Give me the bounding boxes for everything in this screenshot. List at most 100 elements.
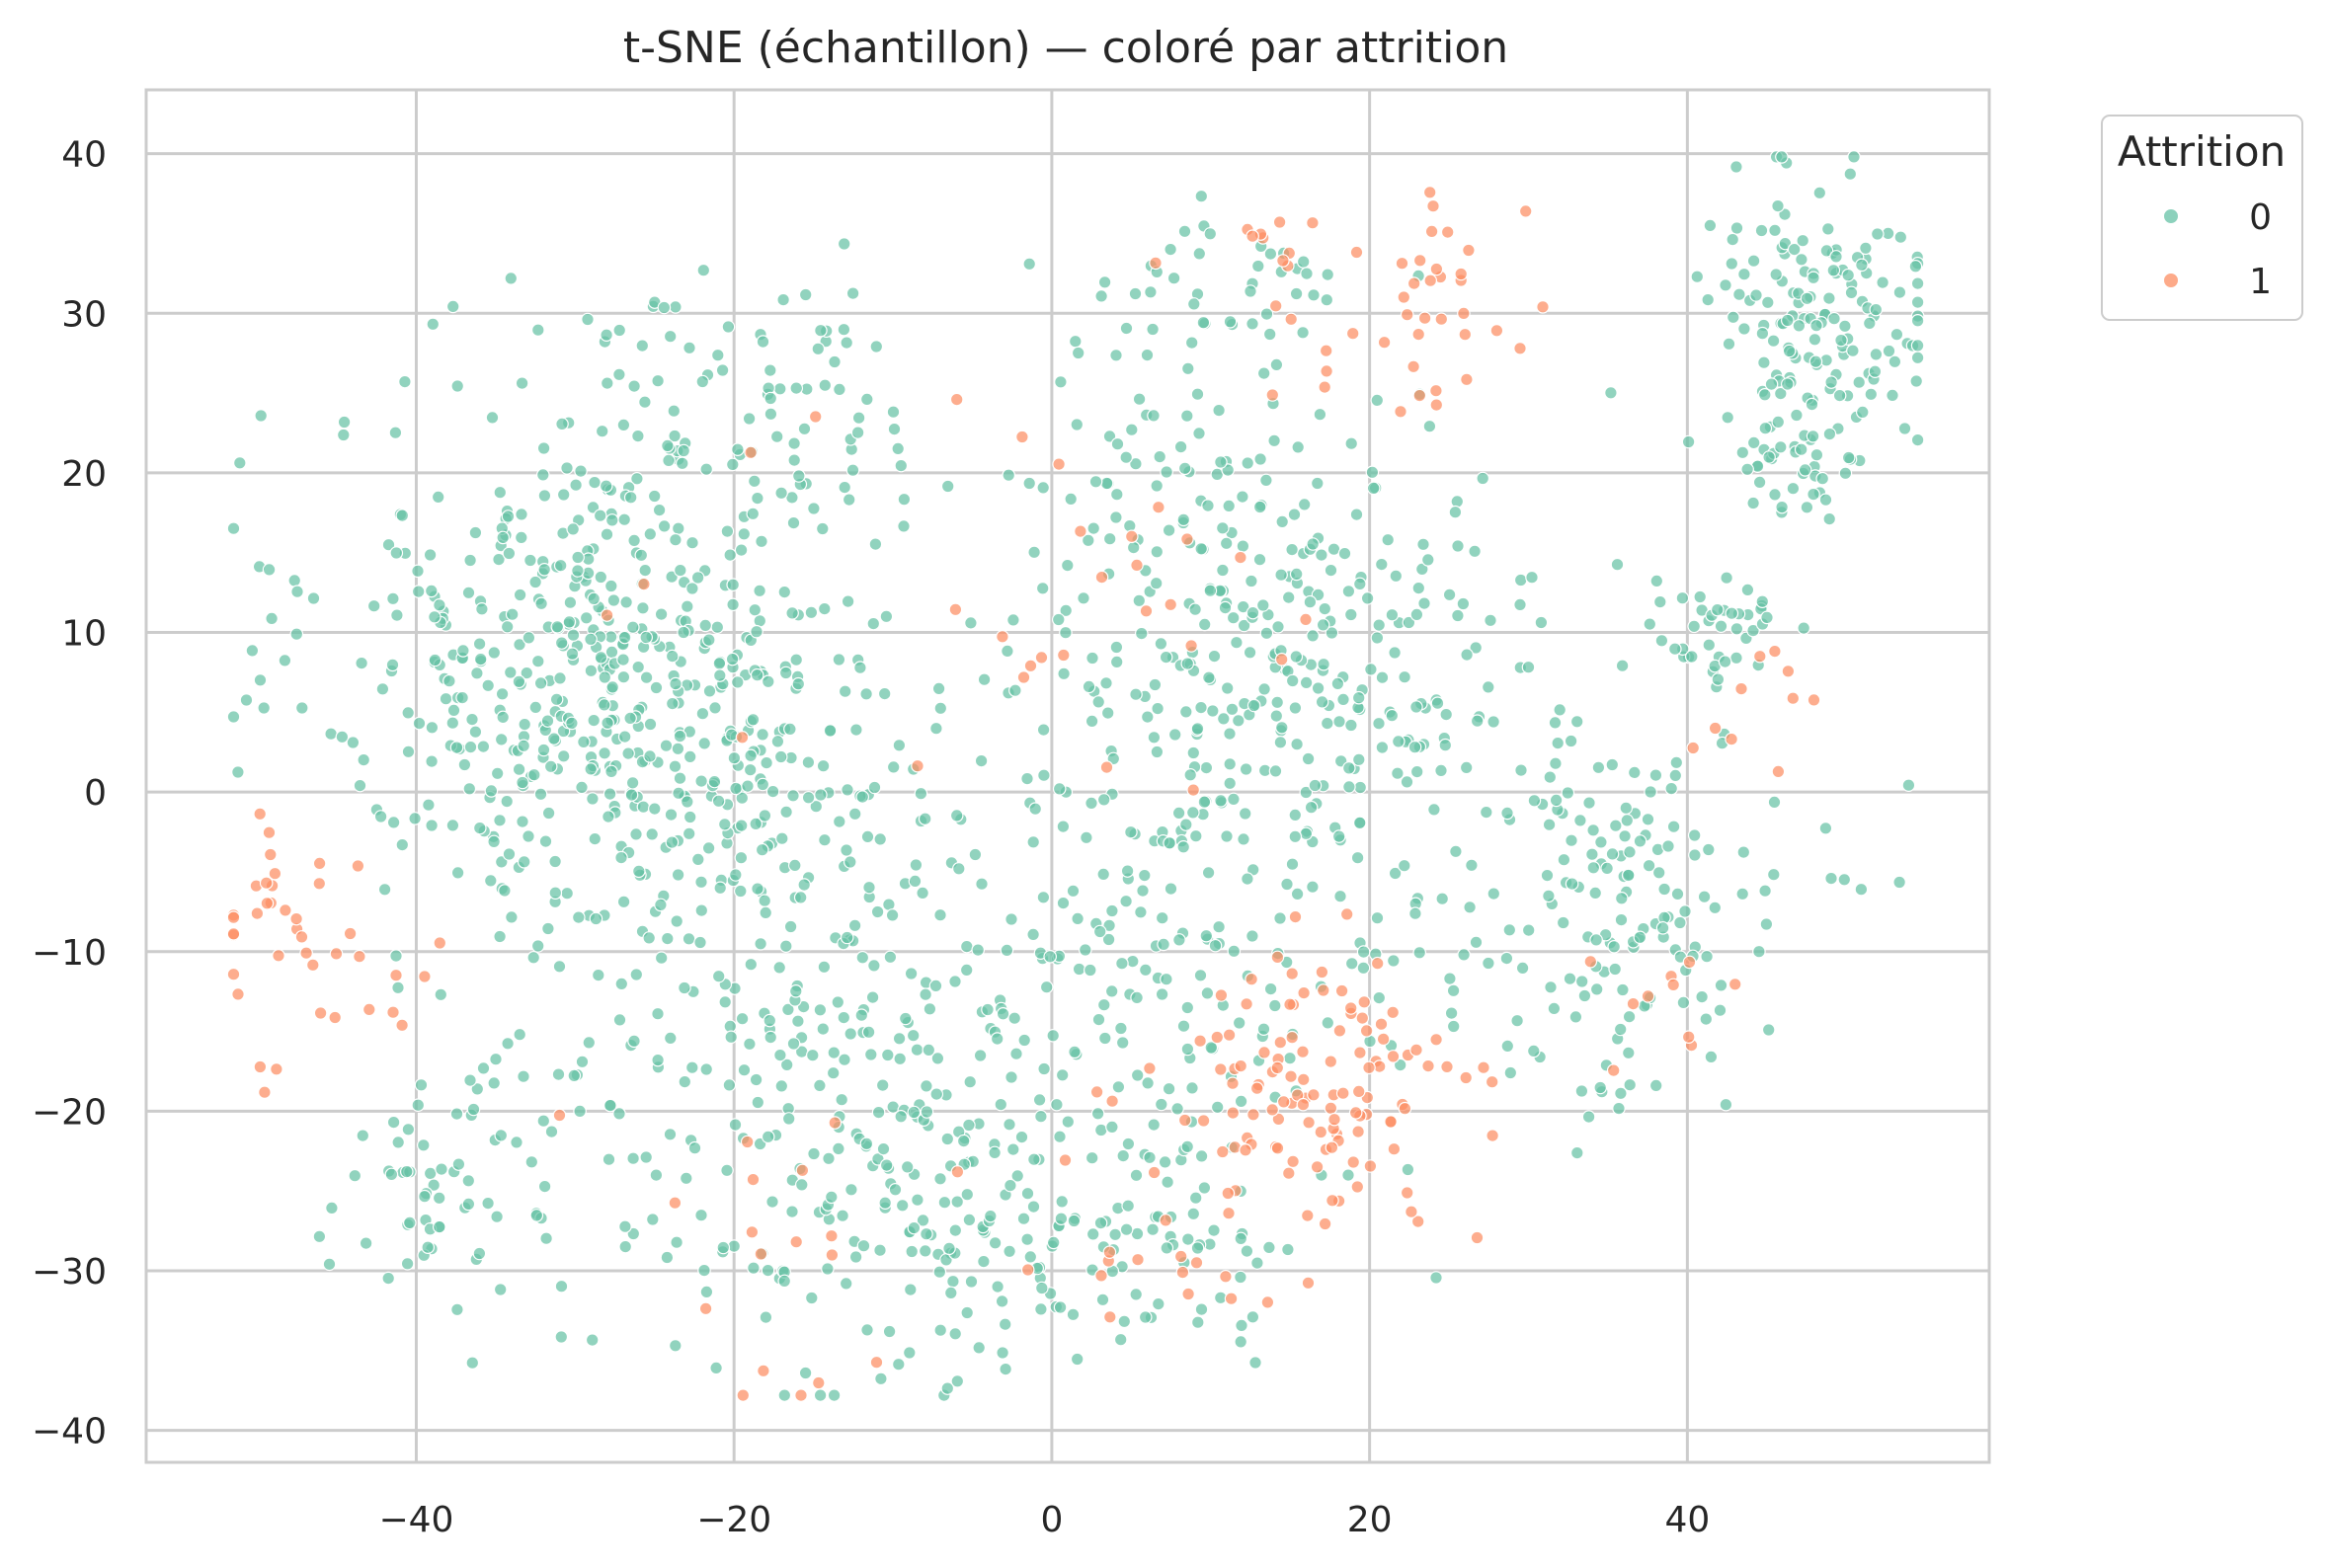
scatter-point — [497, 531, 509, 543]
scatter-point — [338, 429, 350, 440]
scatter-point — [542, 922, 554, 934]
scatter-point — [392, 1137, 404, 1148]
scatter-point — [1179, 1114, 1191, 1126]
scatter-point — [822, 1263, 834, 1275]
scatter-point — [1062, 1116, 1074, 1128]
scatter-point — [729, 1119, 741, 1131]
scatter-point — [1142, 711, 1154, 723]
scatter-point — [1151, 578, 1163, 589]
scatter-point — [806, 1292, 818, 1303]
scatter-point — [538, 1180, 550, 1192]
scatter-point — [1174, 440, 1186, 452]
scatter-point — [1431, 697, 1443, 709]
scatter-point — [1065, 493, 1077, 505]
scatter-point — [466, 713, 478, 725]
scatter-point — [585, 665, 597, 676]
scatter-point — [1089, 476, 1101, 488]
scatter-point — [777, 293, 789, 305]
scatter-point — [1747, 255, 1759, 267]
scatter-point — [1246, 606, 1258, 618]
scatter-point — [1301, 268, 1313, 279]
scatter-point — [817, 522, 829, 534]
scatter-point — [1823, 292, 1835, 304]
scatter-point — [1130, 1289, 1142, 1300]
scatter-point — [1827, 265, 1839, 276]
scatter-point — [1278, 1096, 1290, 1108]
scatter-point — [1193, 248, 1205, 260]
scatter-point — [879, 1197, 891, 1209]
scatter-point — [1461, 761, 1473, 773]
scatter-point — [1806, 398, 1817, 410]
scatter-point — [776, 832, 788, 844]
scatter-point — [790, 654, 802, 666]
scatter-point — [908, 1030, 920, 1042]
scatter-point — [636, 340, 648, 352]
scatter-point — [1354, 1047, 1366, 1058]
scatter-point — [602, 377, 613, 389]
scatter-point — [524, 554, 536, 566]
scatter-point — [606, 681, 618, 693]
scatter-point — [1321, 345, 1332, 356]
scatter-point — [1587, 824, 1599, 836]
scatter-point — [1111, 656, 1123, 667]
scatter-point — [1389, 647, 1401, 659]
scatter-point — [1283, 1167, 1295, 1179]
scatter-point — [965, 1276, 977, 1288]
scatter-point — [451, 380, 463, 392]
scatter-point — [1620, 802, 1632, 814]
scatter-point — [749, 475, 761, 487]
scatter-point — [494, 930, 506, 942]
scatter-point — [755, 938, 766, 950]
scatter-point — [613, 1014, 625, 1026]
scatter-point — [1228, 612, 1240, 624]
scatter-point — [427, 318, 439, 330]
scatter-point — [1909, 261, 1921, 273]
scatter-point — [352, 860, 363, 872]
scatter-point — [392, 981, 404, 993]
scatter-point — [775, 487, 787, 499]
scatter-point — [1571, 1146, 1583, 1158]
scatter-point — [1165, 883, 1176, 895]
scatter-point — [730, 782, 742, 794]
scatter-point — [930, 1088, 942, 1100]
scatter-point — [972, 944, 984, 956]
scatter-point — [995, 1098, 1006, 1110]
scatter-point — [639, 396, 651, 408]
scatter-point — [271, 1063, 282, 1075]
scatter-point — [624, 712, 636, 724]
scatter-point — [1808, 334, 1820, 346]
scatter-point — [1911, 277, 1923, 289]
scatter-point — [773, 962, 785, 974]
scatter-point — [1478, 1061, 1489, 1073]
scatter-point — [674, 730, 685, 742]
scatter-point — [1316, 696, 1327, 708]
scatter-point — [1688, 620, 1700, 632]
scatter-point — [1181, 1140, 1193, 1152]
scatter-point — [1236, 1319, 1247, 1331]
scatter-point — [1199, 618, 1211, 630]
scatter-point — [1100, 677, 1112, 689]
scatter-point — [464, 1074, 476, 1086]
scatter-point — [1307, 630, 1319, 642]
scatter-point — [1769, 645, 1781, 657]
scatter-point — [1738, 323, 1750, 335]
scatter-point — [756, 535, 767, 547]
scatter-point — [856, 791, 868, 803]
scatter-point — [1153, 502, 1165, 513]
scatter-point — [1541, 869, 1553, 881]
scatter-point — [1244, 647, 1255, 659]
scatter-point — [842, 595, 853, 607]
scatter-point — [1070, 336, 1082, 348]
scatter-point — [1260, 474, 1272, 486]
scatter-point — [566, 648, 578, 660]
scatter-point — [1102, 707, 1114, 719]
scatter-point — [1271, 1061, 1283, 1073]
scatter-point — [1276, 722, 1288, 734]
scatter-point — [1669, 769, 1681, 781]
scatter-point — [969, 848, 981, 860]
scatter-point — [1008, 1012, 1020, 1024]
scatter-point — [1207, 705, 1219, 717]
y-tick-label: −10 — [32, 933, 107, 974]
scatter-point — [1399, 1103, 1410, 1115]
scatter-point — [793, 470, 805, 482]
